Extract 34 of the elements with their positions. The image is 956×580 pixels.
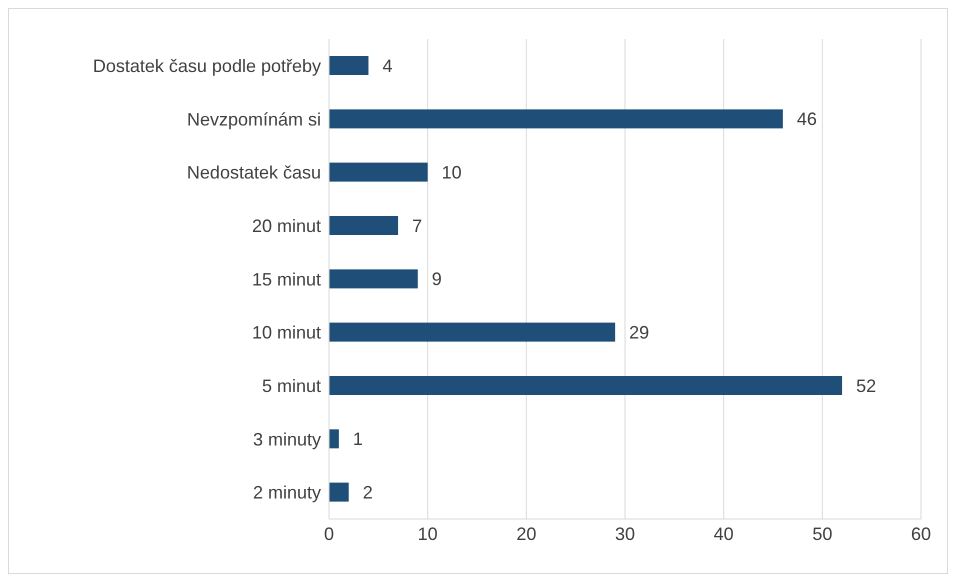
data-label: 7 xyxy=(412,216,422,236)
x-tick-label: 60 xyxy=(910,524,932,544)
y-tick-label: 15 minut xyxy=(252,269,321,290)
bar xyxy=(329,109,783,128)
y-tick-label: 3 minuty xyxy=(252,429,321,450)
x-tick-label: 30 xyxy=(614,524,636,544)
x-tick-label: 40 xyxy=(714,524,734,544)
data-label: 29 xyxy=(629,322,650,343)
data-label: 52 xyxy=(856,376,876,396)
data-label: 9 xyxy=(432,269,442,290)
y-tick-label: 10 minut xyxy=(252,322,321,343)
bar xyxy=(329,376,842,395)
data-label: 46 xyxy=(796,109,817,130)
data-label: 2 xyxy=(362,482,373,503)
y-tick-label: 20 minut xyxy=(252,216,321,236)
bar xyxy=(329,482,349,502)
bar xyxy=(329,216,398,235)
data-label: 1 xyxy=(352,429,363,450)
bar xyxy=(329,322,616,342)
bar xyxy=(329,56,368,75)
bar xyxy=(329,269,418,288)
y-tick-label: Nedostatek času xyxy=(186,162,321,183)
x-tick-label: 10 xyxy=(418,524,438,544)
y-tick-label: 5 minut xyxy=(262,376,321,396)
bar xyxy=(329,429,339,448)
y-tick-label: Dostatek času podle potřeby xyxy=(92,56,321,76)
data-label: 4 xyxy=(382,56,392,76)
x-tick-label: 20 xyxy=(516,524,536,544)
x-tick-label: 50 xyxy=(812,524,832,544)
x-tick-label: 0 xyxy=(324,524,334,544)
data-label: 10 xyxy=(442,162,462,183)
y-tick-label: Nevzpomínám si xyxy=(186,109,321,130)
y-tick-label: 2 minuty xyxy=(252,482,321,503)
bar xyxy=(329,162,428,182)
